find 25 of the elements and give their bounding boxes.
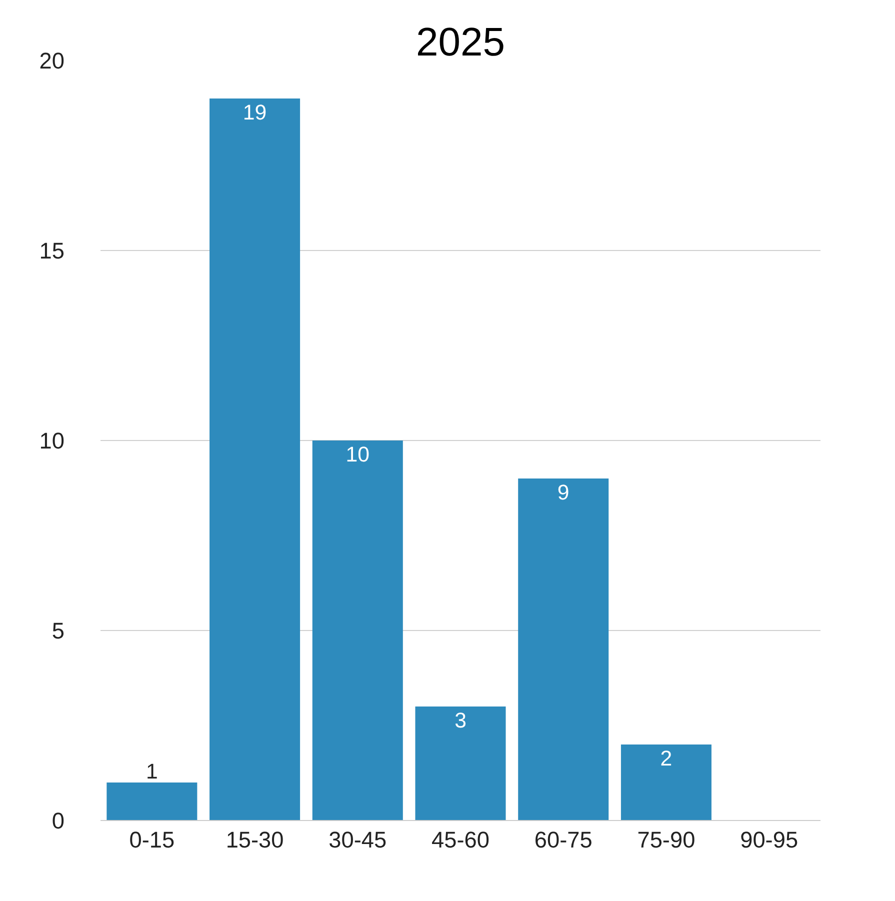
x-tick-label: 30-45 bbox=[328, 826, 387, 852]
bar bbox=[415, 706, 506, 820]
x-tick-label: 15-30 bbox=[226, 826, 284, 852]
bar bbox=[106, 782, 198, 820]
x-tick-label: 90-95 bbox=[740, 826, 798, 852]
bar bbox=[312, 440, 403, 820]
bar bbox=[210, 98, 300, 820]
data-label: 1 bbox=[146, 760, 158, 784]
x-tick-label: 45-60 bbox=[432, 826, 490, 852]
y-tick-label: 0 bbox=[52, 808, 65, 834]
data-label: 3 bbox=[454, 708, 466, 732]
bar bbox=[518, 478, 609, 820]
data-label: 2 bbox=[660, 746, 672, 770]
data-label: 9 bbox=[557, 480, 570, 504]
y-tick-label: 15 bbox=[39, 238, 64, 264]
x-tick-label: 60-75 bbox=[534, 826, 592, 852]
x-tick-label: 0-15 bbox=[129, 826, 175, 852]
data-label: 10 bbox=[346, 442, 370, 466]
y-tick-label: 20 bbox=[39, 48, 64, 74]
x-tick-label: 75-90 bbox=[637, 826, 696, 852]
bar bbox=[620, 744, 712, 820]
data-label: 19 bbox=[242, 100, 267, 124]
y-tick-label: 5 bbox=[52, 618, 65, 644]
chart-title: 2025 bbox=[416, 20, 505, 64]
y-tick-label: 10 bbox=[39, 428, 64, 454]
